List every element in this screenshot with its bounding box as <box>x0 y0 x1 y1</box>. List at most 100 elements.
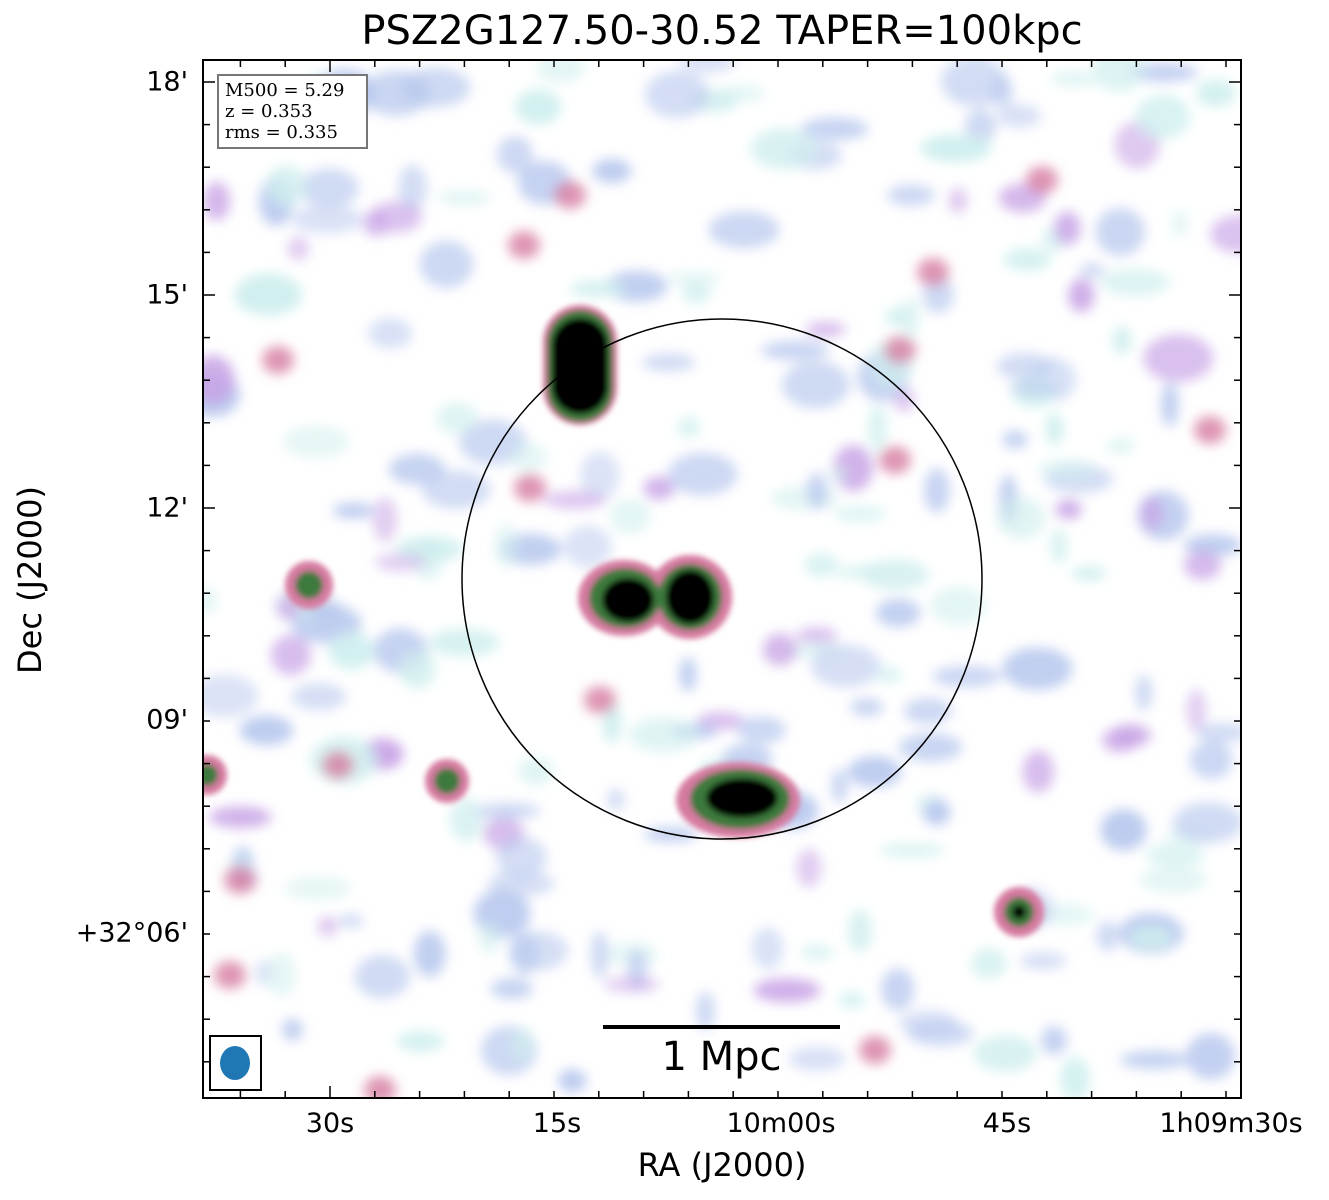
noise-blob <box>796 848 822 888</box>
noise-blob <box>875 598 921 628</box>
noise-blob <box>917 258 949 286</box>
noise-blob <box>665 271 722 286</box>
noise-blob <box>1050 528 1068 564</box>
noise-blob <box>628 717 699 753</box>
noise-blob <box>696 711 745 731</box>
noise-blob <box>1128 63 1198 82</box>
noise-blob <box>234 273 302 316</box>
noise-blob <box>413 930 446 978</box>
noise-blob <box>678 60 736 73</box>
noise-blob <box>372 496 398 543</box>
y-tick-label: 18' <box>146 66 188 98</box>
noise-blob <box>973 1034 1037 1073</box>
noise-blob <box>1095 208 1145 256</box>
x-tick-label: 15s <box>532 1108 582 1139</box>
noise-blob <box>751 927 784 970</box>
noise-blob <box>879 843 946 858</box>
noise-blob <box>804 553 838 577</box>
noise-blob <box>1060 1057 1090 1098</box>
noise-blob <box>867 404 888 452</box>
noise-blob <box>396 1030 445 1052</box>
noise-blob <box>515 89 562 125</box>
noise-blob <box>584 686 616 714</box>
noise-blob <box>508 231 540 259</box>
noise-blob <box>203 586 217 615</box>
noise-blob <box>641 353 696 372</box>
noise-blob <box>413 538 443 581</box>
noise-blob <box>708 211 780 249</box>
noise-blob <box>490 978 533 1000</box>
noise-blob <box>607 788 625 811</box>
noise-blob <box>603 976 661 993</box>
noise-blob <box>1129 926 1173 949</box>
noise-blob <box>1050 71 1101 87</box>
noise-blob <box>806 472 828 510</box>
noise-blob <box>1022 750 1055 793</box>
noise-blob <box>930 586 986 625</box>
noise-blob <box>1135 94 1191 140</box>
noise-blob <box>514 474 546 502</box>
noise-blob <box>1183 550 1222 580</box>
x-axis-label: RA (J2000) <box>637 1146 807 1184</box>
noise-blob <box>903 697 953 725</box>
noise-blob <box>1119 1050 1190 1070</box>
noise-blob <box>849 698 884 717</box>
noise-blob <box>364 1076 396 1098</box>
noise-blob <box>362 70 431 116</box>
noise-blob <box>831 769 849 803</box>
noise-blob <box>449 798 483 842</box>
noise-blob <box>1161 382 1179 427</box>
noise-blob <box>1171 210 1188 238</box>
noise-blob <box>1079 262 1105 279</box>
noise-blob <box>368 201 423 233</box>
noise-blob <box>996 352 1053 380</box>
noise-blob <box>328 632 375 670</box>
noise-blob <box>368 317 412 349</box>
noise-blob <box>317 916 338 937</box>
noise-blob <box>398 164 427 212</box>
noise-blob <box>1186 1033 1236 1080</box>
y-tick-label: 15' <box>146 279 188 311</box>
noise-blob <box>898 733 963 762</box>
noise-blob <box>224 866 256 894</box>
noise-blob <box>800 117 869 141</box>
noise-blob <box>610 499 651 534</box>
bright-sources <box>203 305 1044 937</box>
noise-blob <box>1093 60 1145 93</box>
noise-blob <box>737 716 786 744</box>
noise-blob <box>718 84 765 103</box>
noise-blob <box>770 486 839 511</box>
noise-blob <box>287 236 310 261</box>
noise-blob <box>677 416 701 439</box>
noise-blob <box>299 168 359 208</box>
y-tick-label: 12' <box>146 492 188 524</box>
noise-blob <box>643 476 675 500</box>
noise-blob <box>554 181 586 209</box>
noise-blob <box>203 181 231 221</box>
noise-blob <box>644 70 710 119</box>
noise-blob <box>543 490 607 509</box>
noise-blob <box>932 665 1001 688</box>
noise-blob <box>1002 430 1028 449</box>
noise-blob <box>1045 412 1064 446</box>
plot-title: PSZ2G127.50-30.52 TAPER=100kpc <box>361 8 1083 54</box>
noise-blob <box>1189 740 1233 780</box>
source-north <box>543 305 617 425</box>
noise-blob <box>478 920 501 954</box>
x-tick-label: 10m00s <box>726 1108 836 1139</box>
noise-blob <box>1111 724 1151 747</box>
noise-blob <box>421 470 491 510</box>
noise-blob <box>558 1069 587 1093</box>
noise-blob <box>899 297 920 339</box>
y-tick-label: +32°06' <box>75 917 188 949</box>
noise-blob <box>948 187 968 214</box>
noise-blob <box>262 346 294 374</box>
noise-blob <box>511 1027 534 1062</box>
noise-blob <box>419 240 474 288</box>
noise-blob <box>1196 79 1236 108</box>
noise-blob <box>834 564 882 580</box>
noise-blob <box>997 104 1042 128</box>
noise-blob <box>1071 566 1106 581</box>
noise-blob <box>580 451 620 500</box>
noise-blob <box>881 968 915 1011</box>
